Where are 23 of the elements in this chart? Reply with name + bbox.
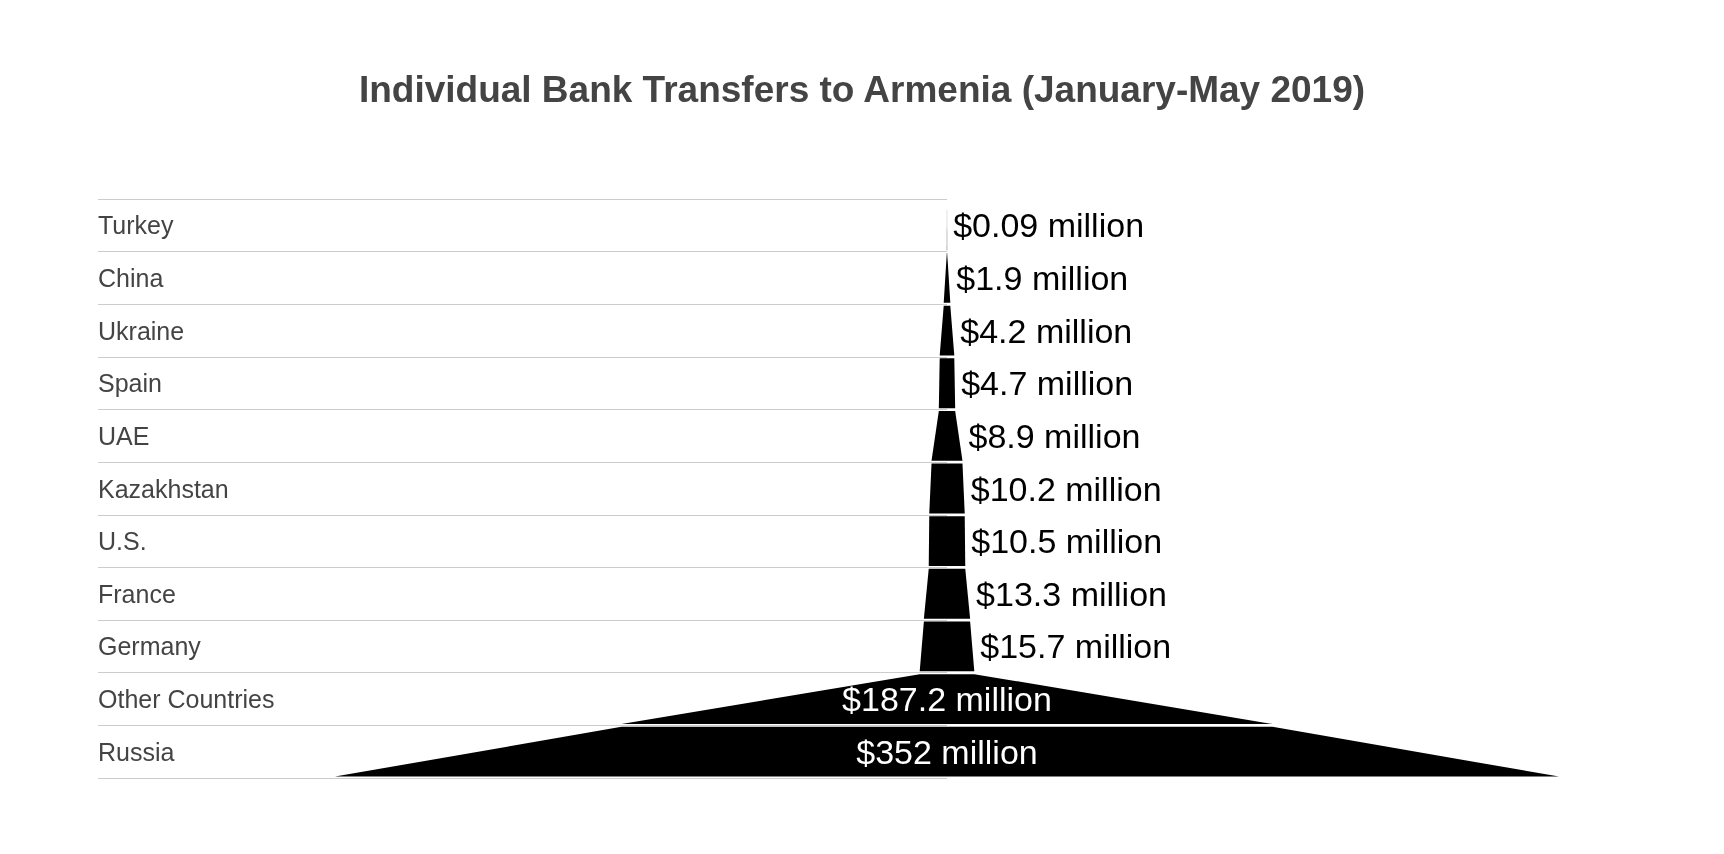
text: Individual Bank Transfers to Armenia (January-May 2019) [358,69,1366,110]
category-label: Kazakhstan [98,474,229,503]
category-label: Ukraine [98,316,185,345]
data-label: $352 million [856,732,1038,771]
category-label: Russia [98,737,175,766]
data-label: $0.09 million [953,206,1145,245]
category-label: Spain [98,369,162,398]
category-label: Germany [98,632,202,661]
data-label: $8.9 million [968,416,1141,455]
category-label: UAE [98,421,150,450]
category-label: China [98,263,164,292]
data-label: $13.3 million [976,574,1168,613]
data-label: $10.2 million [970,469,1162,508]
data-label: $4.2 million [960,311,1133,350]
category-label: France [98,579,176,608]
data-label: $187.2 million [842,680,1052,719]
category-label: U.S. [98,527,147,556]
category-label: Other Countries [98,685,275,714]
data-label: $15.7 million [980,627,1172,666]
data-label: $4.7 million [961,364,1134,403]
data-label: $1.9 million [956,258,1129,297]
category-label: Turkey [98,211,174,240]
data-label: $10.5 million [971,522,1163,561]
